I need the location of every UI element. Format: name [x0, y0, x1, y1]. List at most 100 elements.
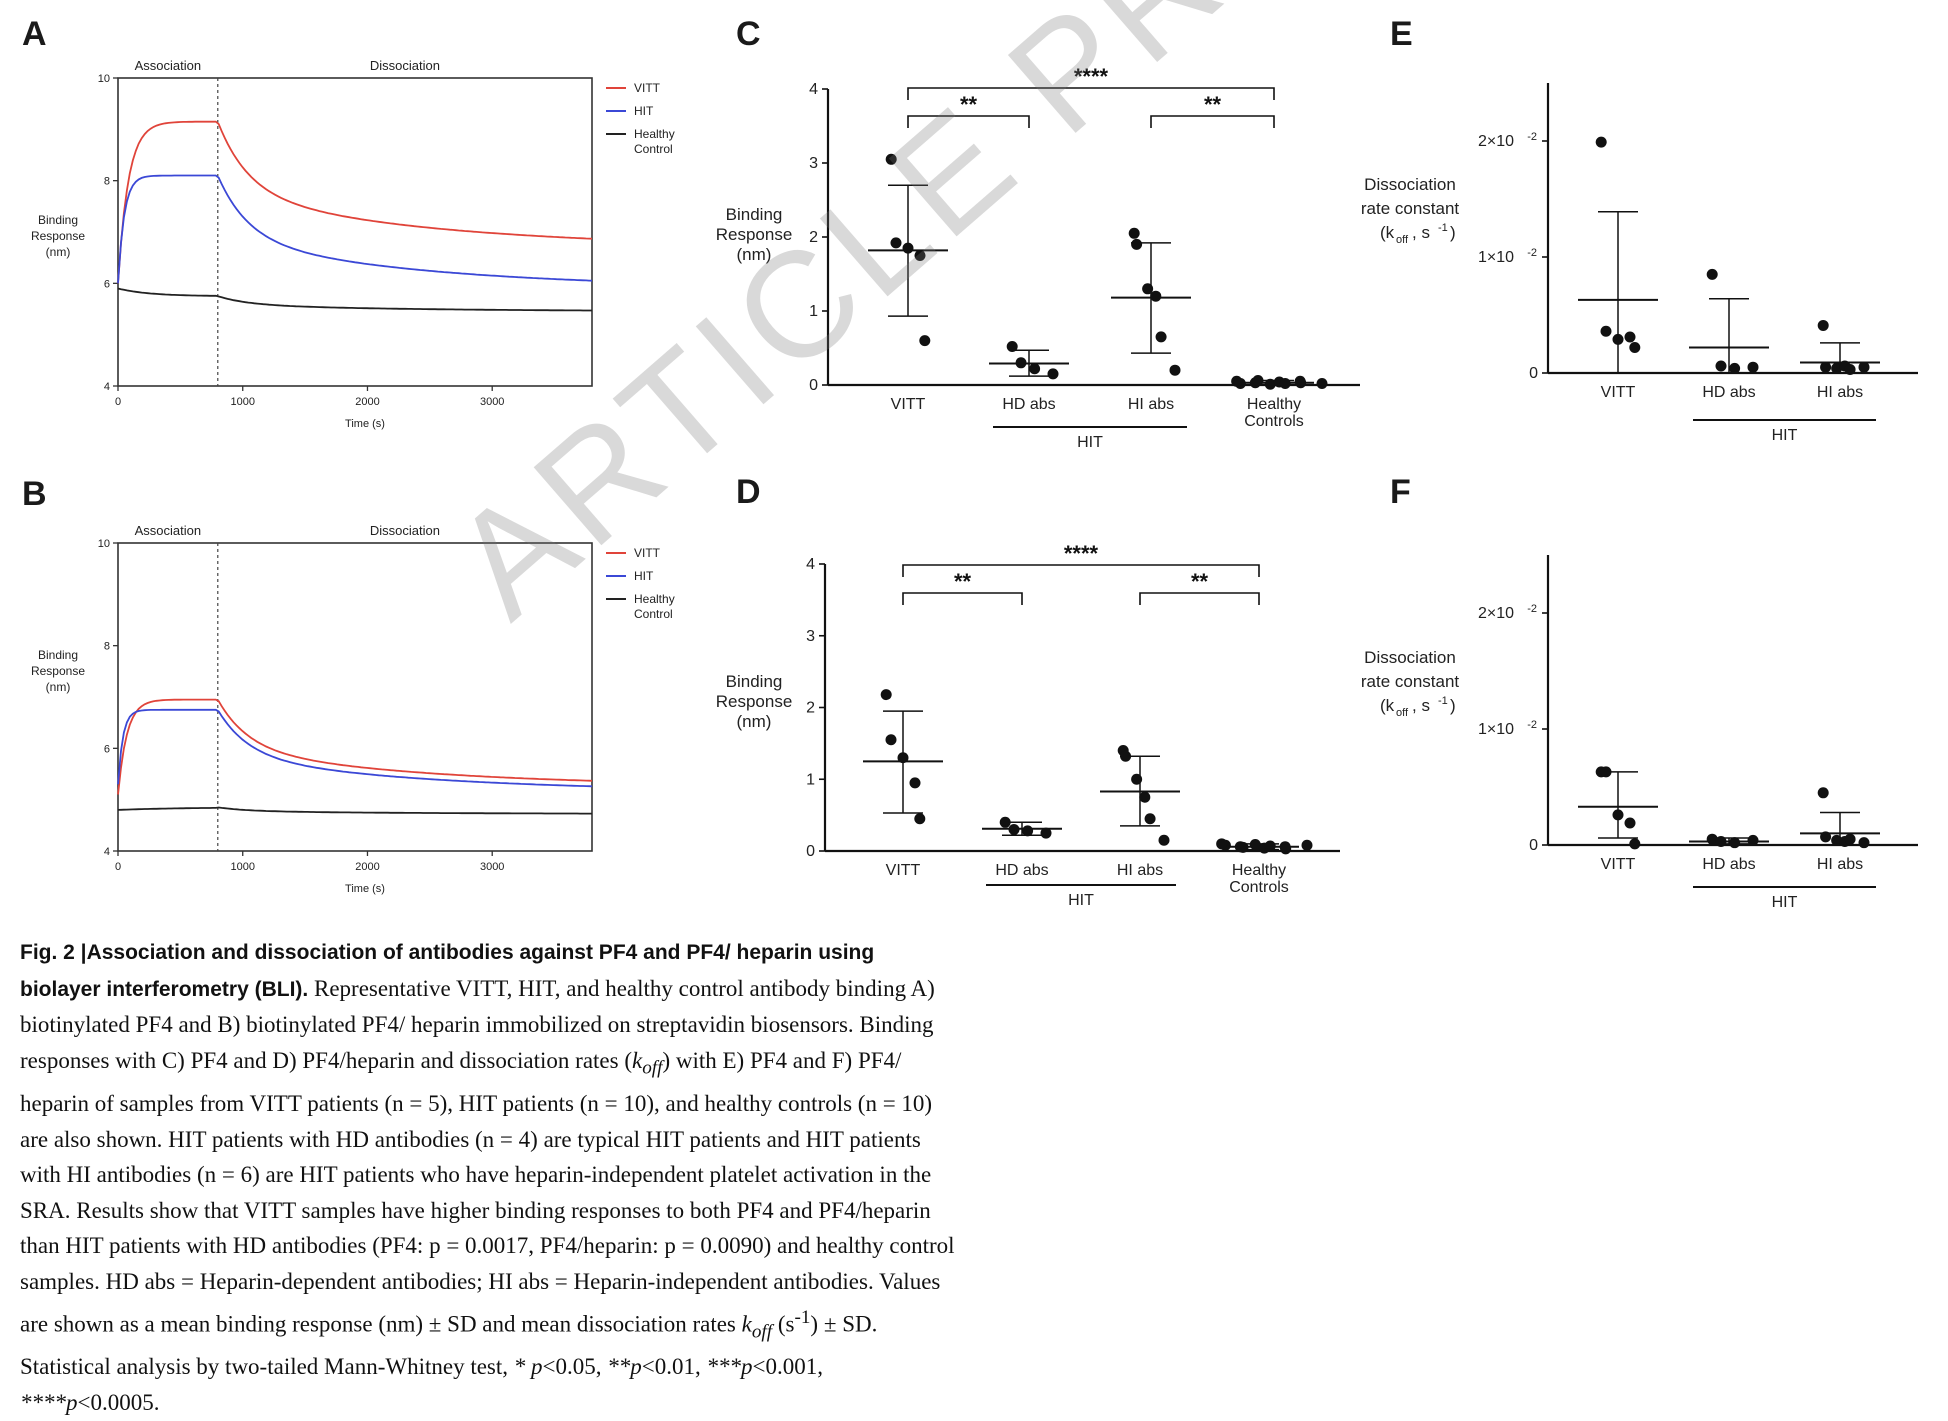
e-data-point — [1817, 319, 1829, 331]
e-data-point — [1715, 360, 1727, 372]
a-phase-dissociation: Dissociation — [370, 58, 440, 73]
figure-caption: Fig. 2 |Association and dissociation of … — [20, 934, 960, 1421]
d-data-point — [880, 689, 892, 701]
f-y-tick-exponent: -2 — [1527, 603, 1537, 615]
c-group-label: HIT — [1077, 434, 1103, 451]
e-y-axis-label-sup: -1 — [1438, 222, 1448, 234]
caption-koff-k: k — [631, 1047, 643, 1073]
f-data-point — [1706, 833, 1718, 845]
a-x-axis-label: Time (s) — [345, 418, 385, 430]
d-data-point — [914, 813, 926, 825]
f-data-point — [1747, 834, 1759, 846]
d-category-label: Controls — [1229, 879, 1289, 896]
f-y-tick-label: 1×10 — [1478, 721, 1514, 738]
panel-b: B 4 6 8 10 0 1000 2000 3000 Time (s) Binding Respo… — [0, 465, 700, 915]
d-data-point — [885, 734, 897, 746]
f-category-label: VITT — [1601, 856, 1636, 873]
caption-sig1: * p — [513, 1354, 543, 1380]
f-y-tick-exponent: -2 — [1527, 719, 1537, 731]
caption-sig2: **p — [607, 1354, 642, 1380]
c-significance-bracket — [1150, 115, 1275, 128]
d-data-point — [1022, 825, 1034, 837]
f-data-point — [1612, 809, 1624, 821]
e-y-tick-exponent: -2 — [1527, 247, 1537, 259]
d-significance-bracket — [1139, 592, 1260, 605]
a-series-healthy-control — [117, 287, 592, 312]
d-y-tick-label: 3 — [806, 628, 815, 645]
caption-koff-sub: off — [642, 1057, 663, 1079]
a-x-tick-label: 1000 — [230, 396, 254, 408]
a-y-axis-label: Binding — [38, 213, 78, 227]
b-x-axis-label: Time (s) — [345, 883, 385, 895]
c-y-tick-label: 4 — [809, 81, 818, 98]
b-series-hit — [117, 708, 593, 788]
e-y-axis-label: (k — [1380, 223, 1395, 242]
d-y-axis-label: Binding — [726, 672, 783, 691]
panel-label-d: D — [736, 473, 761, 511]
c-data-point — [1047, 368, 1059, 380]
d-significance-bracket — [902, 564, 1260, 577]
c-data-point — [902, 242, 914, 254]
d-y-tick-label: 4 — [806, 556, 815, 573]
e-data-point — [1706, 268, 1718, 280]
d-category-label: HI abs — [1117, 862, 1163, 879]
b-series-healthy-control — [117, 806, 592, 815]
caption-koff-sub2: off — [751, 1320, 773, 1342]
caption-sig4-value: <0.0005. — [77, 1389, 160, 1415]
c-y-tick-label: 0 — [809, 377, 818, 394]
c-category-label: Healthy — [1247, 396, 1301, 413]
c-data-point — [1128, 227, 1140, 239]
d-y-axis-label: Response — [716, 692, 793, 711]
c-data-point — [1029, 363, 1041, 375]
e-data-point — [1747, 361, 1759, 373]
d-data-point — [1301, 839, 1313, 851]
f-y-axis-label: , s — [1412, 696, 1430, 715]
caption-koff-k2: k — [741, 1311, 752, 1337]
e-category-label: VITT — [1601, 384, 1636, 401]
f-y-axis-label: (k — [1380, 696, 1395, 715]
c-significance-bracket — [907, 115, 1030, 128]
caption-fig-label: Fig. 2 | — [20, 941, 87, 964]
f-data-point — [1831, 834, 1843, 846]
b-phase-dissociation: Dissociation — [370, 523, 440, 538]
d-data-point — [1237, 841, 1249, 853]
panel-d: D 0 1 2 3 4 Binding Response (nm) VITT HD abs HI a… — [700, 465, 1380, 915]
a-x-tick-label: 3000 — [480, 396, 504, 408]
c-data-point — [1316, 378, 1328, 390]
d-significance-bracket — [902, 592, 1023, 605]
a-y-tick-label: 4 — [104, 381, 110, 393]
e-y-tick-label: 1×10 — [1478, 249, 1514, 266]
caption-sig2-value: <0.01, — [641, 1354, 707, 1380]
c-y-tick-label: 2 — [809, 229, 818, 246]
c-significance-bracket — [907, 87, 1275, 100]
f-y-axis-label-sub: off — [1396, 707, 1409, 719]
d-data-point — [1040, 827, 1052, 839]
c-y-tick-label: 1 — [809, 303, 818, 320]
e-data-point — [1858, 361, 1870, 373]
kinetics-chart-b: B 4 6 8 10 0 1000 2000 3000 Time (s) Binding Respo… — [22, 475, 675, 895]
b-x-tick-label: 1000 — [230, 861, 254, 873]
panel-label-e: E — [1390, 15, 1413, 53]
b-y-tick-label: 8 — [104, 641, 110, 653]
e-data-point — [1820, 361, 1832, 373]
f-category-label: HD abs — [1702, 856, 1755, 873]
d-data-point — [1158, 834, 1170, 846]
c-y-tick-label: 3 — [809, 155, 818, 172]
b-legend-label: HIT — [634, 569, 654, 583]
f-data-point — [1600, 766, 1612, 778]
e-data-point — [1629, 341, 1641, 353]
d-significance-label: ** — [1191, 569, 1209, 594]
f-data-point — [1844, 833, 1856, 845]
f-group-label: HIT — [1772, 894, 1798, 911]
f-data-point — [1729, 837, 1741, 849]
b-series-vitt — [117, 698, 593, 795]
caption-part1: Representative VITT, HIT, and healthy co… — [20, 975, 935, 1073]
c-data-point — [1252, 375, 1264, 387]
d-data-point — [897, 752, 909, 764]
b-y-axis-label: Binding — [38, 648, 78, 662]
b-y-tick-label: 4 — [104, 846, 110, 858]
e-y-axis-label: , s — [1412, 223, 1430, 242]
a-series-vitt — [117, 120, 593, 284]
panel-a: A 4 6 8 10 0 1000 2000 3000 Time (s) Binding Respo… — [0, 0, 700, 450]
